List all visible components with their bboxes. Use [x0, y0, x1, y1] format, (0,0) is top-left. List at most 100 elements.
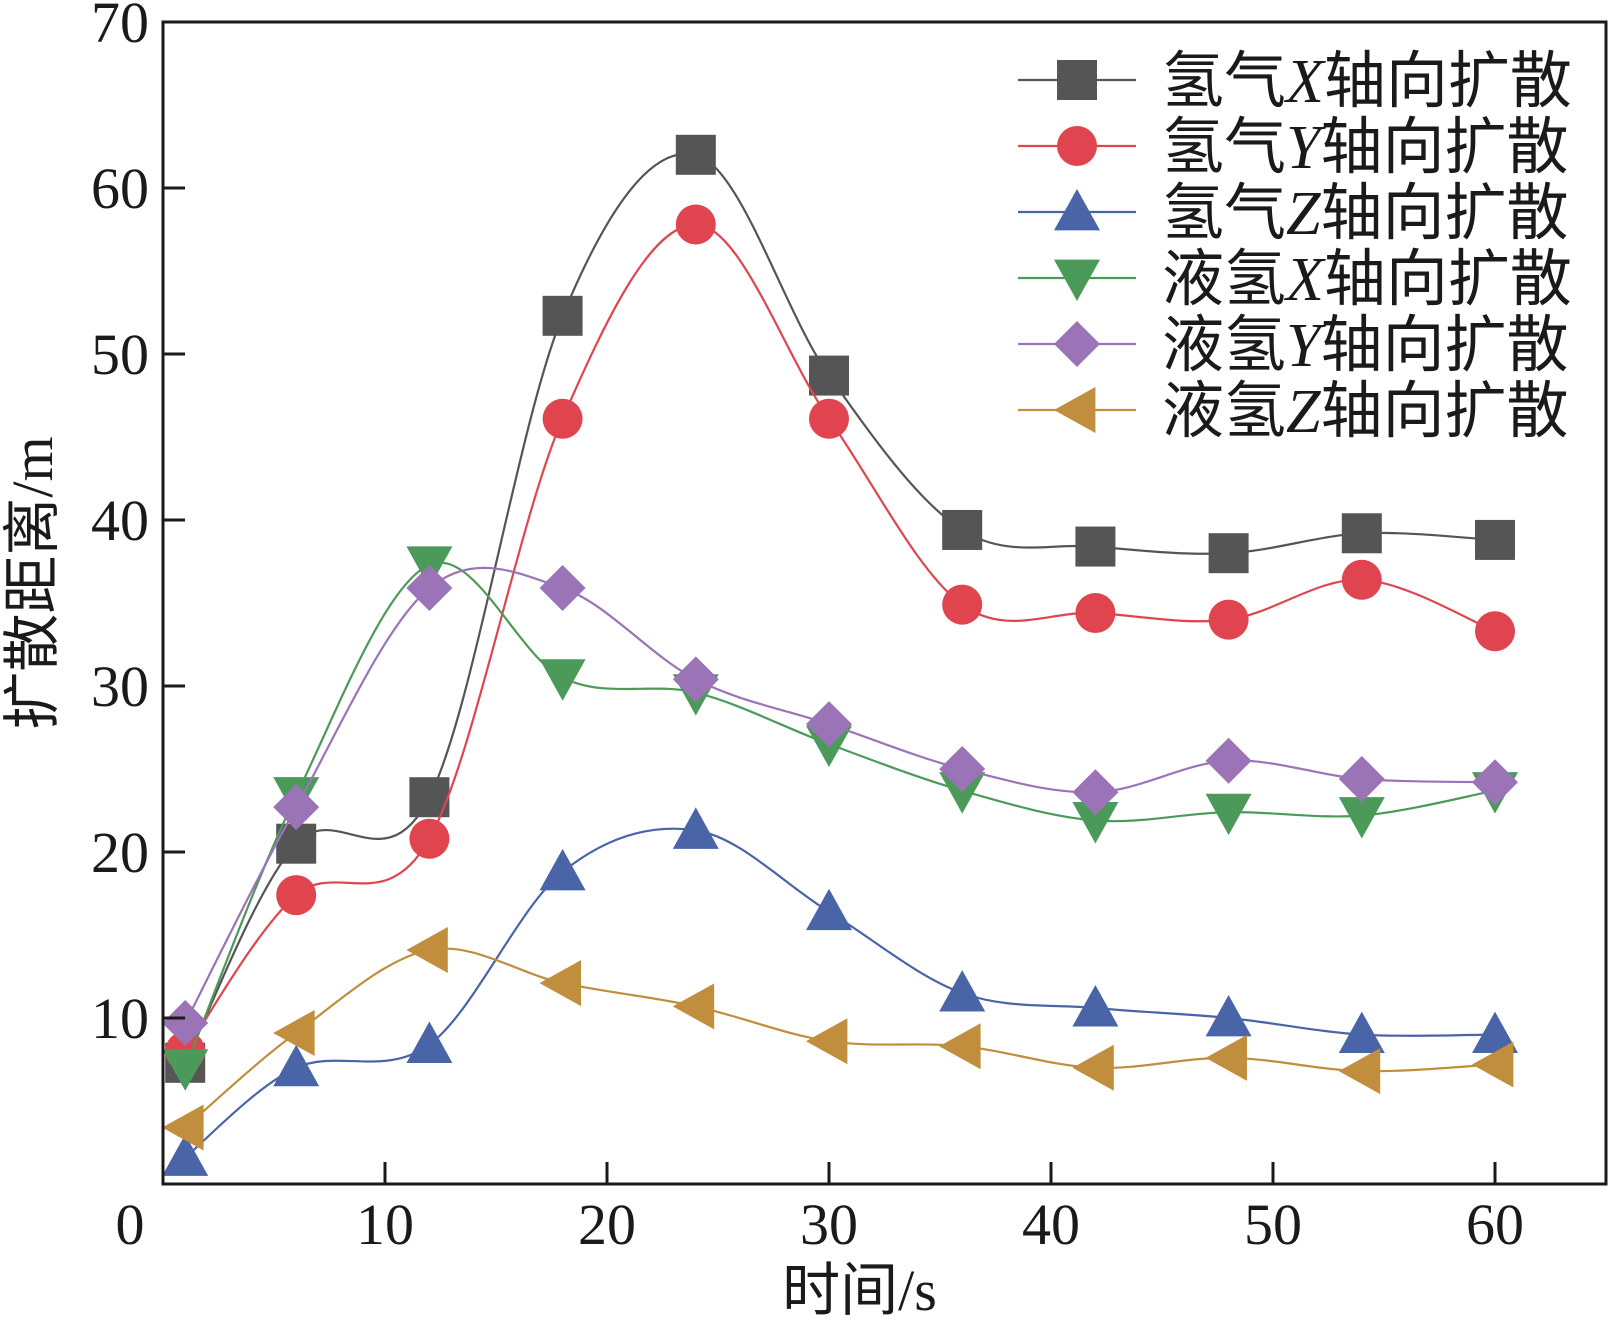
data-point-marker — [939, 746, 986, 792]
data-point-marker — [273, 1009, 315, 1056]
x-tick-label: 20 — [578, 1192, 636, 1257]
data-point-marker — [1072, 1044, 1114, 1091]
data-point-marker — [539, 659, 586, 701]
series-4 — [162, 546, 1518, 1091]
legend-label: 氢气Y轴向扩散 — [1162, 114, 1569, 182]
legend-item: 氢气Z轴向扩散 — [1018, 180, 1569, 248]
data-point-marker — [542, 295, 583, 336]
x-tick-label: 10 — [356, 1192, 414, 1257]
data-point-marker — [1208, 599, 1249, 640]
data-point-marker — [542, 398, 583, 439]
series-2 — [165, 204, 1515, 1072]
series-layer — [162, 134, 1518, 1176]
legend-label: 氢气X轴向扩散 — [1162, 48, 1572, 116]
data-point-marker — [1205, 1034, 1247, 1081]
data-point-marker — [162, 1104, 204, 1151]
y-tick-label: 30 — [91, 654, 149, 719]
data-point-marker — [1072, 802, 1119, 844]
data-point-marker — [539, 848, 586, 891]
series-3 — [162, 807, 1518, 1176]
plot-frame — [161, 20, 1608, 1186]
series-line — [184, 827, 1496, 1159]
data-point-marker — [1338, 1048, 1381, 1095]
data-point-marker — [809, 398, 849, 439]
legend-marker — [1054, 259, 1100, 301]
data-point-marker — [1205, 737, 1252, 784]
legend-marker — [1057, 126, 1097, 166]
data-point-marker — [1475, 519, 1515, 560]
y-tick-label: 10 — [91, 986, 149, 1051]
legend-label: 液氢Y轴向扩散 — [1162, 312, 1569, 380]
x-tick-label: 60 — [1466, 1192, 1524, 1257]
data-point-marker — [162, 1049, 209, 1091]
data-point-marker — [939, 970, 986, 1012]
x-axis-title: 时间/s — [782, 1258, 937, 1323]
data-point-marker — [1075, 592, 1116, 633]
legend-item: 液氢X轴向扩散 — [1018, 246, 1572, 314]
legend-label: 氢气Z轴向扩散 — [1162, 180, 1569, 248]
x-tick-label: 40 — [1022, 1192, 1080, 1257]
data-point-marker — [1072, 769, 1119, 816]
legend-marker — [1054, 189, 1100, 231]
data-point-marker — [809, 355, 849, 396]
data-point-marker — [1338, 755, 1385, 802]
x-tick-label: 30 — [800, 1192, 858, 1257]
data-point-marker — [1208, 533, 1249, 574]
data-point-marker — [273, 1044, 320, 1087]
data-point-marker — [675, 204, 716, 245]
data-point-marker — [406, 1021, 453, 1063]
data-point-marker — [1475, 611, 1515, 652]
data-point-marker — [1072, 985, 1119, 1027]
data-point-marker — [939, 1023, 981, 1070]
x-tick-label: 0 — [116, 1192, 145, 1257]
data-point-marker — [939, 772, 986, 814]
data-point-marker — [1341, 559, 1382, 600]
data-point-marker — [539, 960, 581, 1007]
legend-item: 液氢Y轴向扩散 — [1018, 312, 1569, 380]
data-point-marker — [806, 888, 852, 931]
data-point-marker — [672, 983, 715, 1030]
data-point-marker — [942, 584, 983, 625]
legend-marker — [1057, 60, 1097, 100]
legend: 氢气X轴向扩散氢气Y轴向扩散氢气Z轴向扩散液氢X轴向扩散液氢Y轴向扩散液氢Z轴向… — [1018, 48, 1572, 446]
data-point-marker — [406, 926, 448, 973]
data-point-marker — [1205, 793, 1252, 836]
y-axis-title: 扩散距离/m — [0, 436, 65, 729]
data-point-marker — [1472, 759, 1518, 806]
y-tick-label: 60 — [91, 156, 149, 221]
data-point-marker — [672, 807, 719, 849]
data-point-marker — [1075, 526, 1116, 567]
y-tick-label: 20 — [91, 820, 149, 885]
legend-item: 液氢Z轴向扩散 — [1018, 378, 1569, 446]
legend-marker — [1054, 387, 1096, 433]
data-point-marker — [672, 656, 719, 703]
data-point-marker — [406, 565, 453, 612]
data-point-marker — [273, 784, 320, 831]
data-point-marker — [942, 509, 983, 550]
legend-marker — [1054, 321, 1100, 367]
legend-item: 氢气X轴向扩散 — [1018, 48, 1572, 116]
series-5 — [162, 565, 1518, 1046]
x-tick-label: 50 — [1244, 1192, 1302, 1257]
series-line — [184, 561, 1496, 1069]
series-1 — [165, 134, 1515, 1083]
series-line — [184, 566, 1496, 1024]
axes-layer: 0 10 20 30 40 50 60 10 20 30 40 50 60 70 — [91, 0, 1524, 1257]
legend-label: 液氢X轴向扩散 — [1162, 246, 1572, 314]
data-point-marker — [409, 818, 450, 859]
y-tick-label: 50 — [91, 322, 149, 387]
data-point-marker — [675, 134, 716, 175]
data-point-marker — [1338, 1011, 1385, 1053]
y-tick-label: 70 — [91, 0, 149, 55]
data-point-marker — [1472, 1011, 1518, 1053]
data-point-marker — [539, 565, 586, 612]
legend-label: 液氢Z轴向扩散 — [1162, 378, 1569, 446]
data-point-marker — [1472, 1041, 1514, 1088]
data-point-marker — [806, 701, 852, 748]
series-6 — [162, 926, 1514, 1151]
data-point-marker — [162, 1134, 209, 1176]
data-point-marker — [1338, 797, 1385, 839]
data-point-marker — [1205, 995, 1252, 1037]
y-tick-label: 40 — [91, 488, 149, 553]
